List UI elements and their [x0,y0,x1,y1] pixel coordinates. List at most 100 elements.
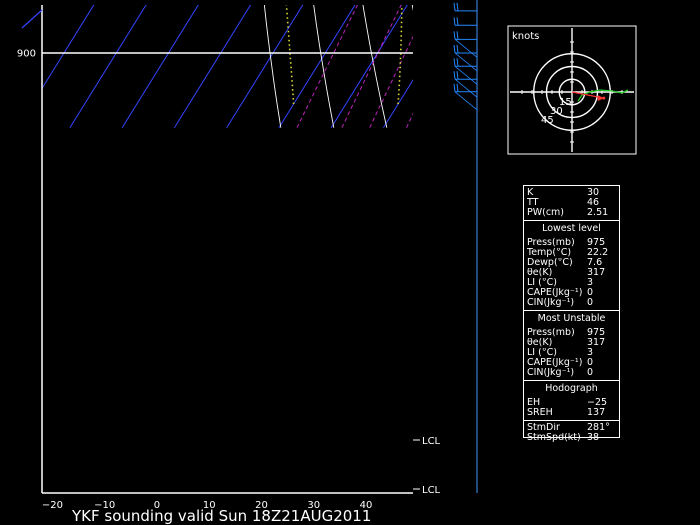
k-index-row: K 30 [524,188,619,198]
mixing-ratio-line [406,112,413,128]
most-unstable-value: 3 [587,347,594,358]
isotherm-line [278,5,356,128]
wind-barbs-column [453,0,478,493]
most-unstable-label: CIN(Jkg⁻¹) [527,368,575,378]
most-unstable-value: 975 [587,327,606,338]
lowest-level-row: CIN(Jkg⁻¹) 0 [524,298,619,308]
pressure-tick-label: 900 [17,48,36,59]
hodograph-stat-label: EH [527,398,541,408]
hodograph-stat-row: SREH 137 [524,408,619,418]
storm-motion-label: StmDir [527,423,560,433]
most-unstable-value: 0 [587,357,594,368]
temperature-tick-label: 10 [203,500,216,511]
lowest-level-value: 0 [587,287,594,298]
stability-indices-panel: K 30 TT 46 PW(cm) 2.51 Lowest level Press(m… [523,185,620,443]
wind-barb-feather [456,17,459,26]
isotherm-line [226,5,304,128]
isotherm-line [0,0,620,128]
wind-barb-feather [453,71,456,80]
k-index-label: K [527,188,534,198]
wind-barb-feather [456,58,459,67]
hodograph-stat-value: 137 [587,407,606,418]
lowest-level-label: CIN(Jkg⁻¹) [527,298,575,308]
isotherm-line [0,0,359,128]
isotherm-line [0,0,515,128]
lowest-level-row: θe(K) 317 [524,268,619,278]
hodograph-units-label: knots [512,31,539,42]
lowest-level-row: CAPE(Jkg⁻¹) 0 [524,288,619,298]
most-unstable-row: CAPE(Jkg⁻¹) 0 [524,358,619,368]
isotherm-line [488,0,700,128]
storm-motion-value: 38 [587,432,600,443]
hodograph-stat-row: EH −25 [524,398,619,408]
moist-adiabat-line [285,5,295,105]
pw-value: 2.51 [587,207,609,218]
isotherm-line [69,5,147,128]
hodograph-ring-label: 45 [541,115,554,126]
storm-motion-arrowhead [597,95,604,102]
temperature-tick-label: 0 [154,500,160,511]
lowest-level-value: 0 [587,297,594,308]
k-index-value: 30 [587,187,600,198]
storm-motion-row: StmSpd(kt) 38 [524,433,619,443]
isotherm-line [0,0,254,128]
hodograph-trace [577,89,629,102]
moist-adiabat-line [503,0,575,104]
lowest-level-value: 22.2 [587,247,609,258]
temperature-tick-label: 30 [307,500,320,511]
wind-barb-slant [454,65,478,85]
dry-adiabat-line [604,0,700,128]
hodograph-ring-label: 15 [559,97,572,108]
isotherm-line [0,0,306,128]
dry-adiabat-line [691,0,700,128]
temperature-tick-label: 20 [255,500,268,511]
isotherm-line [330,5,408,128]
wind-barb-feather [456,31,459,40]
mixing-ratio-line [498,0,700,128]
dry-adiabat-line [542,0,700,128]
dry-adiabat-line [510,0,652,128]
lowest-level-value: 7.6 [587,257,603,268]
pressure-tick-label: 800 [17,0,36,2]
isobars [42,52,413,54]
mixing-ratio-line [341,5,402,128]
lowest-level-header: Lowest level [524,220,619,236]
lowest-level-list: Press(mb) 975 Temp(°C) 22.2 Dewp(°C) 7.6 θe(K)… [524,236,619,310]
dry-adiabat-line [411,5,413,12]
lowest-level-label: LI (°C) [527,278,557,288]
wind-barb [453,58,478,85]
temperature-trace [518,0,700,92]
pw-row: PW(cm) 2.51 [524,208,619,218]
lowest-level-value: 3 [587,277,594,288]
lowest-level-row: Dewp(°C) 7.6 [524,258,619,268]
pw-label: PW(cm) [527,208,565,218]
isotherm-line [173,5,252,128]
mixing-ratio-line [546,0,700,128]
most-unstable-value: 317 [587,337,606,348]
wind-barb-feather [456,2,459,11]
isotherm-line [540,0,700,128]
most-unstable-label: Press(mb) [527,328,575,338]
wind-barb-slant [454,78,478,98]
most-unstable-row: θe(K) 317 [524,338,619,348]
most-unstable-value: 0 [587,367,594,378]
isotherm-line [645,0,700,128]
hodograph-stat-label: SREH [527,408,553,418]
wind-barb [453,31,478,58]
tt-index-value: 46 [587,197,600,208]
storm-motion-point [602,96,606,100]
chart-title: YKF sounding valid Sun 18Z21AUG2011 [71,507,371,525]
wind-barb-feather [453,2,456,11]
wind-barb-feather [453,44,456,54]
dry-adiabat-line [263,5,282,128]
storm-motion-row: StmDir 281° [524,423,619,433]
temperature-tick-label: −20 [42,500,63,511]
pressure-tick-labels: 200300400500600700800900 [17,0,36,59]
hodograph-frame [507,25,637,155]
temperature-tick-labels: −20 −10 0 10 20 30 40 [42,500,372,511]
mixing-ratio-line [474,0,689,128]
mixing-ratio-line [517,0,700,128]
tt-index-row: TT 46 [524,198,619,208]
